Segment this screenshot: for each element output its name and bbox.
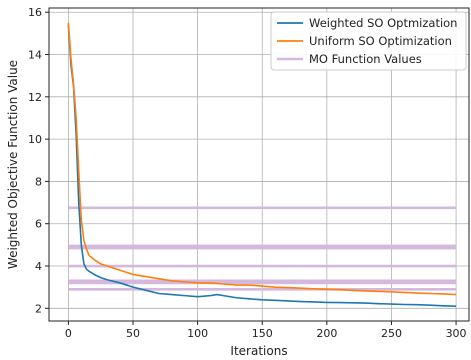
y-tick-label: 10 <box>28 133 42 146</box>
x-tick-label: 100 <box>187 327 208 340</box>
x-axis-label: Iterations <box>230 344 287 358</box>
series-lines <box>67 22 457 307</box>
x-tick-label: 300 <box>446 327 467 340</box>
legend: Weighted SO Optmization Uniform SO Optim… <box>270 11 467 71</box>
reference-lines <box>68 206 457 291</box>
y-tick-label: 16 <box>28 6 42 19</box>
x-tick-label: 150 <box>252 327 273 340</box>
y-tick-label: 12 <box>28 91 42 104</box>
x-tick-label: 250 <box>381 327 402 340</box>
y-tick-label: 2 <box>35 302 42 315</box>
plot-frame <box>48 7 470 322</box>
y-tick-label: 4 <box>35 260 42 273</box>
series-line-weighted <box>67 24 457 307</box>
x-tick-label: 50 <box>126 327 140 340</box>
ticks: 0 50 100 150 200 250 300 2 4 6 8 10 12 14 16 <box>28 6 467 340</box>
x-tick-label: 0 <box>65 327 72 340</box>
y-tick-label: 8 <box>35 175 42 188</box>
y-tick-label: 14 <box>28 49 42 62</box>
y-axis-label: Weighted Objective Function Value <box>6 60 20 269</box>
legend-box <box>270 11 467 71</box>
y-tick-label: 6 <box>35 218 42 231</box>
series-line-uniform <box>67 22 457 296</box>
legend-label-weighted: Weighted SO Optmization <box>309 16 457 30</box>
legend-label-mo: MO Function Values <box>309 52 422 66</box>
legend-label-uniform: Uniform SO Optimization <box>309 34 452 48</box>
x-tick-label: 200 <box>316 327 337 340</box>
